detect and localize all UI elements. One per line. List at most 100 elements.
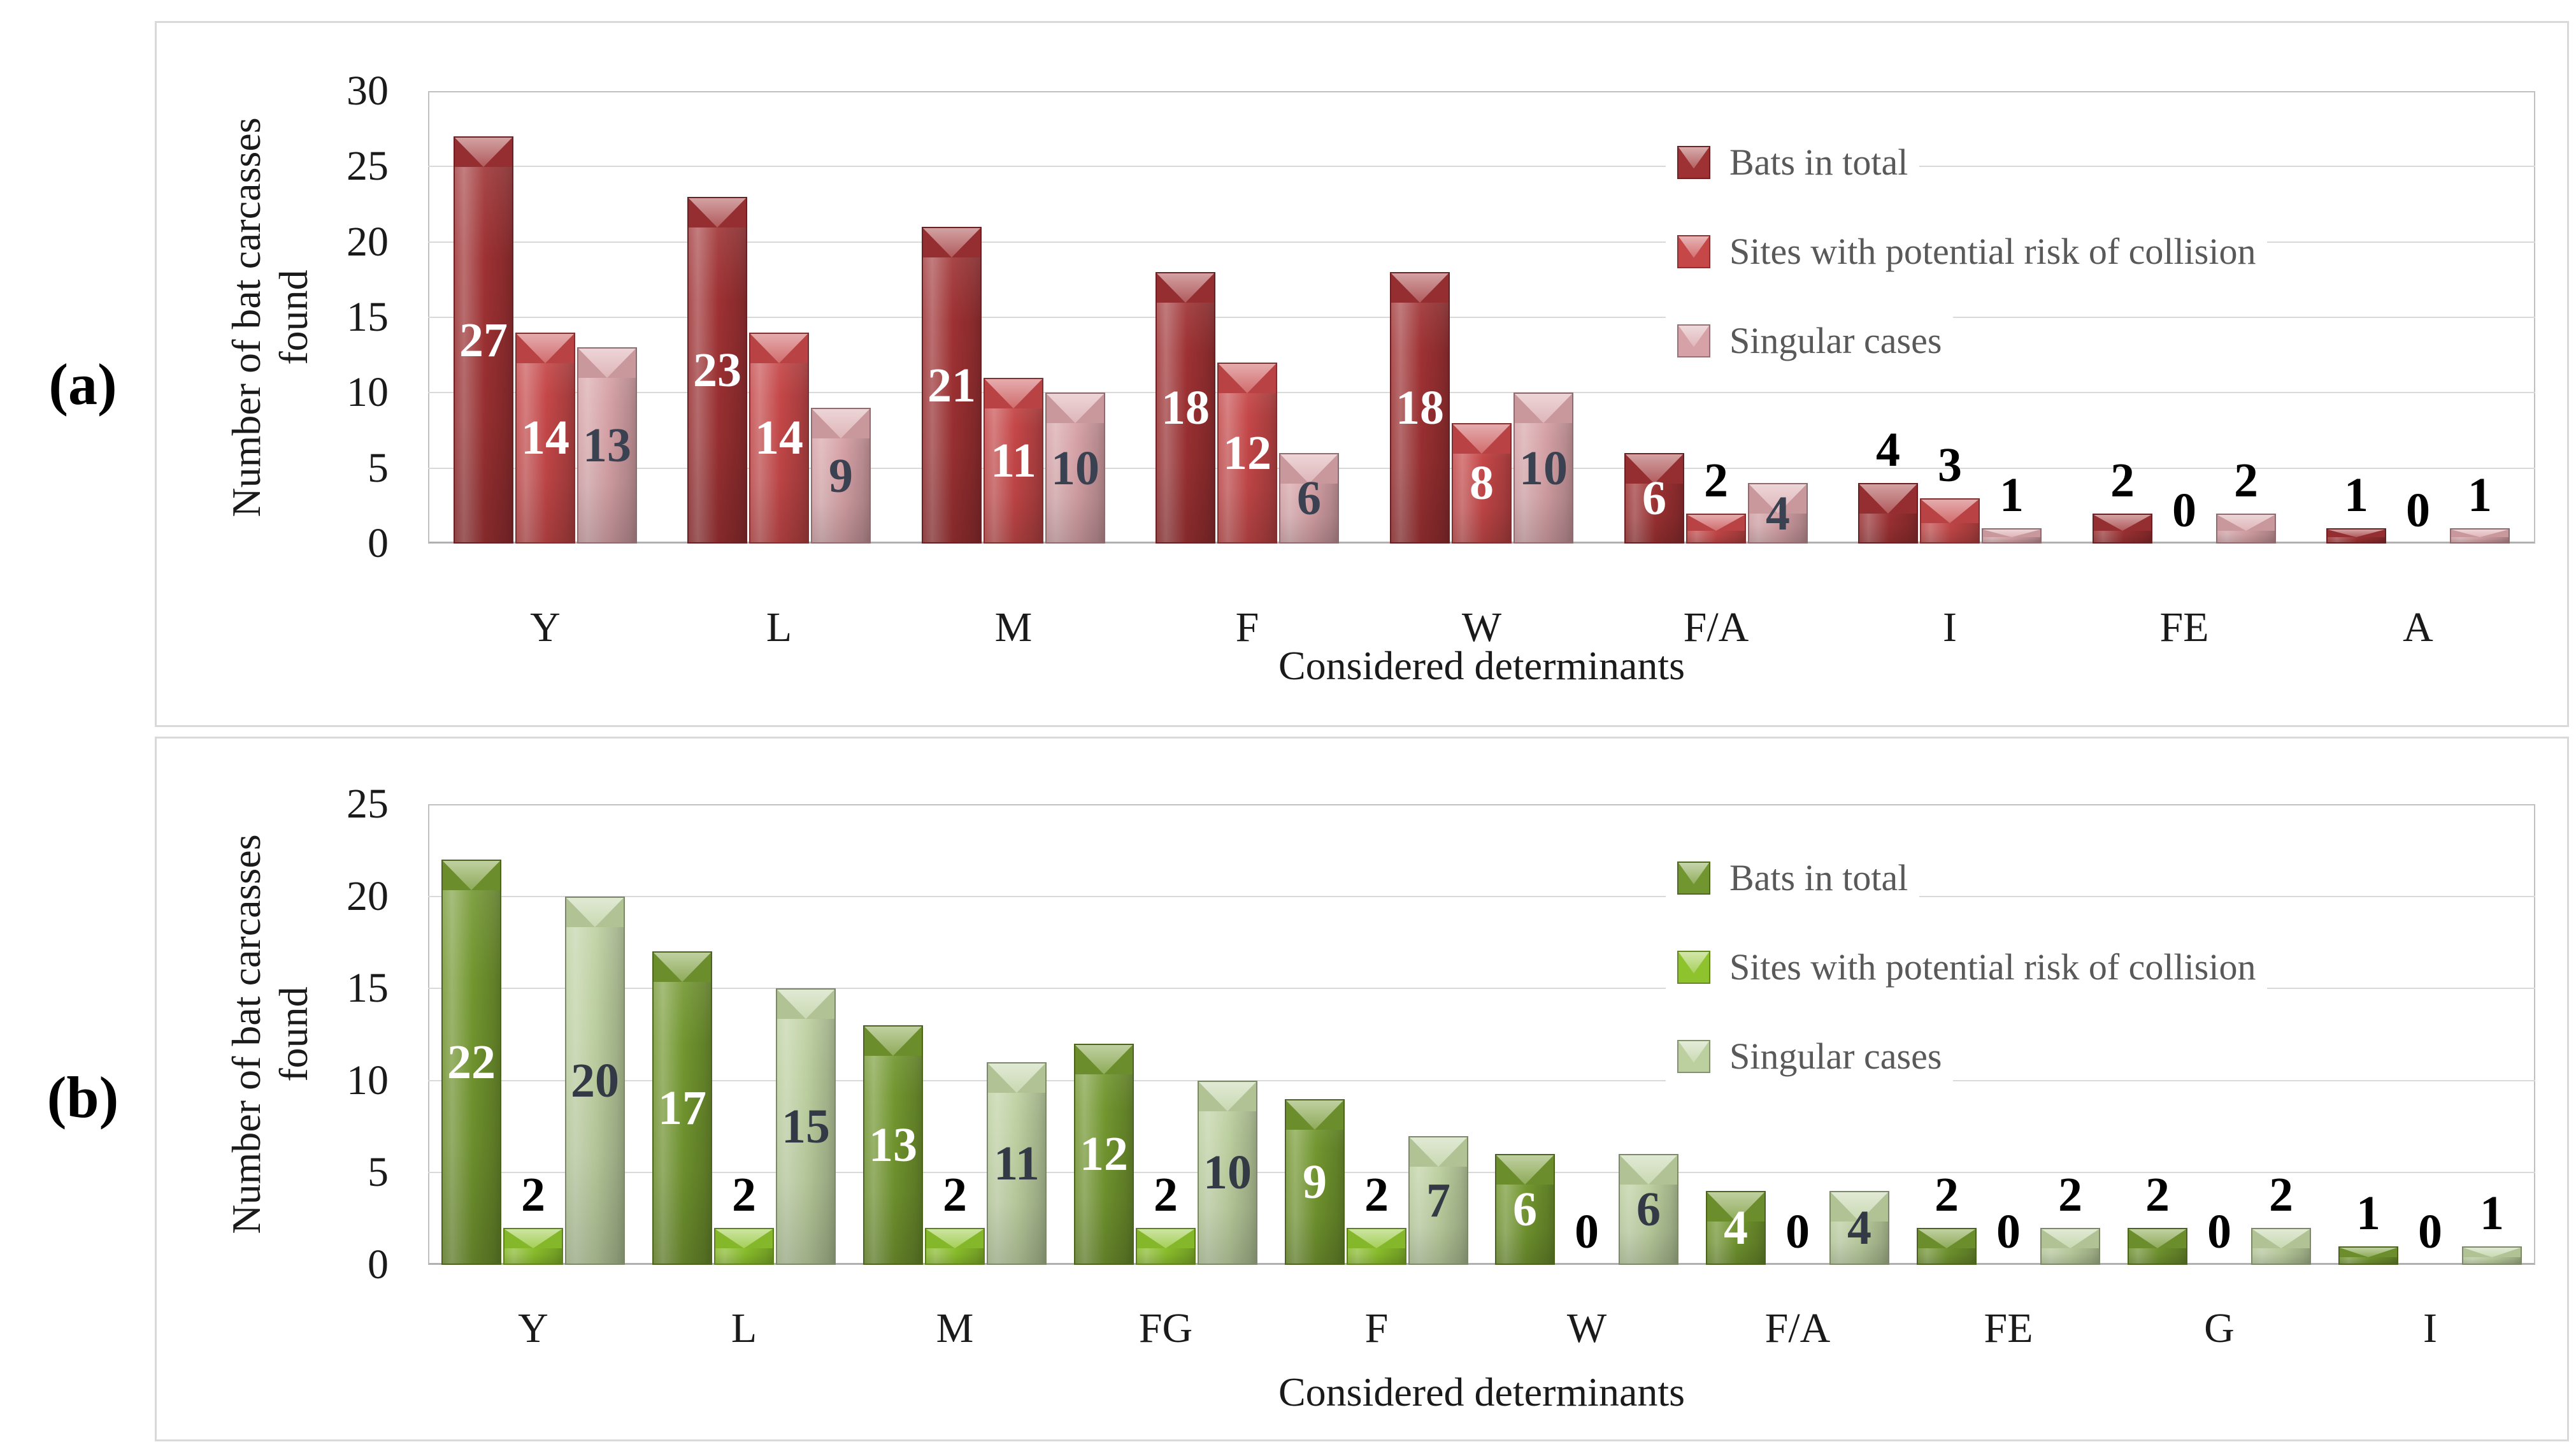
bar-top-bevel [1859,484,1917,514]
bar-b-I-s1 [2338,1246,2398,1265]
x-category-label: FE [1984,1305,2033,1352]
bar-top-bevel [654,953,711,982]
gridline [428,242,2535,243]
bar-top-bevel [2340,1248,2397,1257]
bar-value-label: 2 [943,1168,967,1222]
bar-top-bevel [2129,1229,2186,1248]
bar-top-highlight [1391,273,1449,303]
x-category-label: W [1461,604,1502,651]
bar-a-Y-s3 [577,347,637,544]
bar-b-F-s3 [1408,1136,1468,1265]
bar-top-bevel [812,409,869,438]
gridline [428,1080,2535,1081]
bar-value-label: 1 [2356,1186,2380,1240]
legend-label: Singular cases [1729,1035,1942,1077]
bar-value-label: 13 [869,1118,917,1172]
bar-b-FE-s3 [2040,1228,2100,1265]
bar-value-label: 4 [1847,1201,1871,1255]
bar-b-Y-s3 [565,897,625,1265]
bar-b-W-s3 [1619,1154,1678,1265]
bar-top-bevel [1831,1192,1888,1222]
bar-value-label: 10 [1051,442,1099,495]
bar-top-highlight [2217,515,2275,531]
bar-top-bevel [566,898,624,927]
x-category-label: W [1566,1305,1607,1352]
panel-b-border [155,737,2569,1441]
legend-marker-icon [1677,861,1710,895]
legend-label: Bats in total [1729,141,1908,183]
bar-value-label: 2 [2110,454,2135,507]
bar-a-FE-s3 [2216,514,2276,544]
bar-value-label: 3 [1938,438,1962,492]
legend-item: Sites with potential risk of collision [1666,937,2268,998]
bar-value-label: 2 [1154,1168,1178,1222]
legend-marker-icon [1677,951,1710,984]
bar-value-label: 9 [1303,1155,1327,1209]
bar-top-highlight [750,334,808,363]
y-tick-label: 25 [347,143,389,189]
bar-top-bevel [1348,1229,1405,1248]
bar-top-bevel [750,334,808,363]
bar-top-highlight [517,334,574,363]
legend-item: Sites with potential risk of collision [1666,221,2268,282]
bar-a-A-s1 [2326,528,2386,544]
bar-value-label: 20 [571,1054,619,1107]
bar-top-bevel [1391,273,1449,303]
bar-value-label: 13 [583,419,631,472]
x-category-label: L [731,1305,757,1352]
x-category-label: F/A [1764,1305,1831,1352]
bar-top-bevel [689,198,746,227]
bar-a-A-s3 [2450,528,2510,544]
bar-value-label: 4 [1876,423,1900,477]
bar-value-label: 2 [521,1168,545,1222]
bar-top-bevel [1707,1192,1764,1222]
bar-value-label: 14 [521,411,569,465]
bar-a-I-s3 [1982,528,2042,544]
x-category-label: A [2403,604,2433,651]
panel-a-label: (a) [48,352,117,417]
y-tick-label: 25 [347,781,389,827]
y-tick-label: 10 [347,1057,389,1104]
x-category-label: Y [518,1305,548,1352]
bar-top-bevel [1075,1045,1133,1074]
bar-top-bevel [2463,1248,2521,1257]
y-tick-label: 15 [347,965,389,1011]
bar-a-M-s2 [984,378,1043,544]
legend-marker-icon [1677,324,1710,357]
bar-a-W-s2 [1452,423,1512,544]
bar-top-highlight [654,953,711,982]
bar-value-label: 6 [1297,472,1321,525]
panel-b-label: (b) [47,1065,119,1130]
bar-value-label: 0 [1996,1205,2021,1258]
plot-area [428,804,2535,1265]
bar-top-bevel [1410,1137,1467,1167]
bar-top-bevel [777,990,834,1019]
bar-value-label: 15 [782,1100,830,1153]
bar-b-Y-s2 [503,1228,563,1265]
bar-top-highlight [1137,1229,1194,1248]
bar-value-label: 7 [1426,1174,1450,1227]
bar-value-label: 0 [2406,484,2430,537]
bar-value-label: 2 [2234,454,2258,507]
bar-top-bevel [1626,454,1683,484]
gridline [428,1172,2535,1173]
bar-top-bevel [1199,1082,1256,1111]
bar-top-bevel [1921,500,1979,523]
bar-top-bevel [923,228,980,257]
bar-value-label: 12 [1080,1127,1128,1181]
legend-item: Singular cases [1666,1026,1954,1087]
legend-marker-highlight [1678,326,1709,347]
bar-value-label: 2 [2058,1168,2082,1222]
bar-value-label: 14 [755,411,803,465]
legend-marker-icon [1677,235,1710,268]
bar-top-bevel [926,1229,984,1248]
x-category-label: L [766,604,792,651]
bar-top-highlight [689,198,746,227]
bar-top-highlight [443,861,500,890]
bar-a-I-s1 [1858,483,1918,544]
bar-top-bevel [1280,454,1338,484]
x-category-label: I [2423,1305,2437,1352]
bar-top-bevel [517,334,574,363]
bar-value-label: 9 [829,449,853,503]
legend-marker-highlight [1678,147,1709,169]
